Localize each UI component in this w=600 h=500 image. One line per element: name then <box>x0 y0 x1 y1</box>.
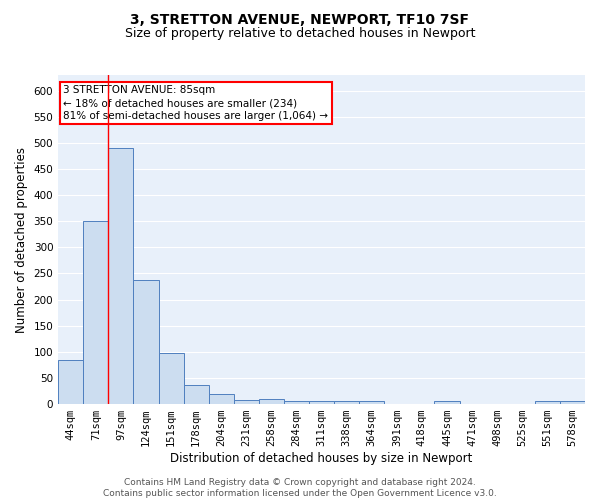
Bar <box>158 354 184 404</box>
X-axis label: Distribution of detached houses by size in Newport: Distribution of detached houses by size … <box>170 452 473 465</box>
Bar <box>234 400 259 404</box>
Bar <box>184 385 209 404</box>
Text: 3 STRETTON AVENUE: 85sqm
← 18% of detached houses are smaller (234)
81% of semi-: 3 STRETTON AVENUE: 85sqm ← 18% of detach… <box>64 85 328 122</box>
Bar <box>359 402 385 404</box>
Text: 3, STRETTON AVENUE, NEWPORT, TF10 7SF: 3, STRETTON AVENUE, NEWPORT, TF10 7SF <box>131 12 470 26</box>
Bar <box>535 402 560 404</box>
Bar <box>334 402 359 404</box>
Y-axis label: Number of detached properties: Number of detached properties <box>15 146 28 332</box>
Bar <box>560 402 585 404</box>
Bar <box>209 394 234 404</box>
Bar <box>83 222 109 404</box>
Bar <box>133 280 158 404</box>
Bar <box>109 148 133 404</box>
Bar <box>58 360 83 404</box>
Text: Contains HM Land Registry data © Crown copyright and database right 2024.
Contai: Contains HM Land Registry data © Crown c… <box>103 478 497 498</box>
Bar <box>284 401 309 404</box>
Bar <box>434 402 460 404</box>
Bar <box>259 399 284 404</box>
Bar <box>309 402 334 404</box>
Text: Size of property relative to detached houses in Newport: Size of property relative to detached ho… <box>125 28 475 40</box>
